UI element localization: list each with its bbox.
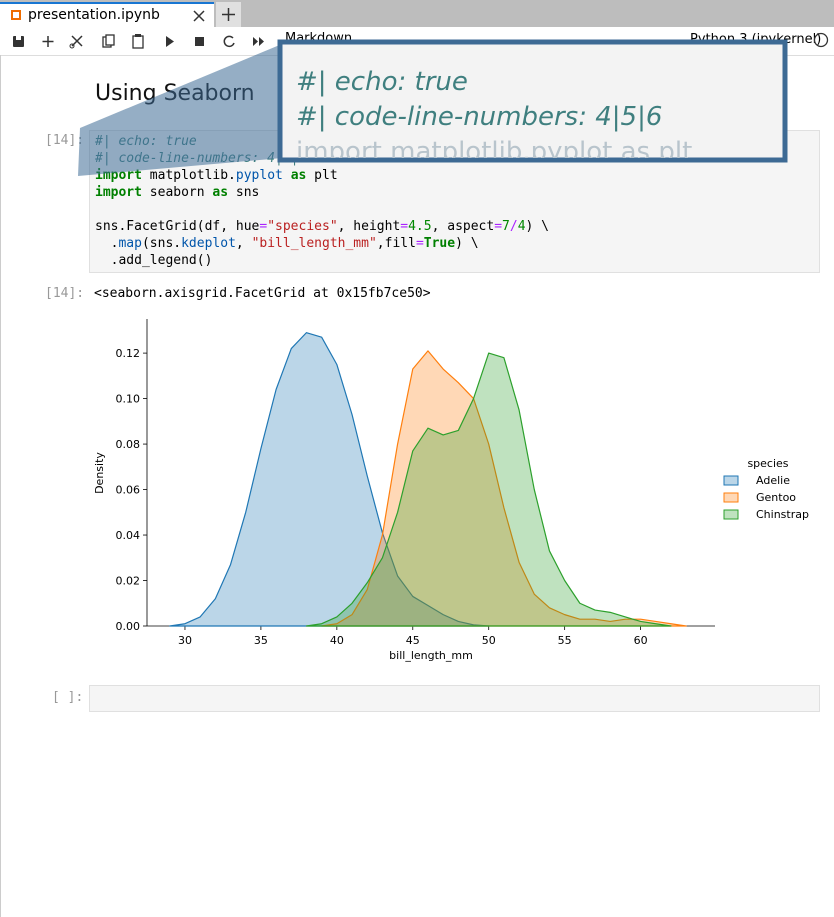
y-tick-label: 0.06 [116,484,141,497]
code-token: = [400,219,409,234]
y-axis-label: Density [93,452,106,494]
code-token: "bill_length_mm" [251,236,377,251]
legend-title: species [747,457,788,470]
notebook-icon [11,10,21,20]
y-tick-label: 0.04 [116,529,141,542]
code-token: seaborn [141,185,213,200]
code-token: import [95,185,142,200]
code-line: import seaborn as sns [95,184,819,201]
kernel-status [813,32,829,48]
left-border [0,55,1,917]
zoom-line: #| echo: true [296,67,468,97]
y-tick-label: 0.00 [116,620,141,633]
code-token: = [494,219,503,234]
y-tick-label: 0.10 [116,393,141,406]
tab-bar: presentation.ipynb [0,0,834,27]
y-tick-label: 0.12 [116,347,141,360]
y-tick-label: 0.02 [116,575,141,588]
new-tab[interactable] [216,2,241,27]
tab[interactable]: presentation.ipynb [0,2,214,27]
code-token: plt [306,168,338,183]
code-line: sns.FacetGrid(df, hue="species", height=… [95,218,819,235]
code-token: matplotlib. [141,168,236,183]
zoom-beam [78,44,282,176]
plus-icon [222,8,235,21]
code-token: True [423,236,456,251]
x-tick-label: 45 [406,634,420,647]
empty-cell-prompt: [ ]: [52,690,84,705]
code-token: 4 [517,219,526,234]
toolbar-icons[interactable] [0,27,280,55]
x-axis-label: bill_length_mm [389,649,473,662]
code-token: (sns. [141,236,182,251]
code-token: map [118,236,142,251]
code-token: . [95,236,119,251]
close-icon[interactable] [193,10,205,22]
x-tick-label: 35 [254,634,268,647]
y-tick-label: 0.08 [116,438,141,451]
output-prompt: [14]: [45,286,85,301]
code-token: / [509,219,518,234]
legend-swatch [723,492,739,503]
tab-title: presentation.ipynb [28,7,160,23]
x-tick-label: 30 [178,634,192,647]
code-token: pyplot [235,168,283,183]
legend-label: Chinstrap [756,508,809,521]
code-token: kdeplot [181,236,236,251]
x-tick-label: 55 [558,634,572,647]
density-area [169,332,490,627]
legend-swatch [723,475,739,486]
code-token: 7 [502,219,510,234]
legend-label: Gentoo [756,491,796,504]
code-token: , [235,236,252,251]
density-area [321,350,687,627]
code-token: , aspect [431,219,495,234]
code-token: .add_legend() [95,253,213,268]
code-token: = [259,219,268,234]
zoom-line: #| code-line-numbers: 4|5|6 [296,102,662,132]
output-text: <seaborn.axisgrid.FacetGrid at 0x15fb7ce… [94,286,431,301]
legend-label: Adelie [756,474,790,487]
zoom-line: import matplotlib.pyplot as plt [296,137,692,167]
code-token: sns [228,185,260,200]
x-tick-label: 40 [330,634,344,647]
empty-cell[interactable] [89,685,820,712]
code-token: ) \ [525,219,550,234]
zoom-box [277,39,788,163]
code-token: sns.FacetGrid(df, hue [95,219,260,234]
code-token: as [290,168,307,183]
code-token: = [415,236,424,251]
code-token: 4.5 [408,219,432,234]
cell-prompt: [14]: [45,133,85,148]
code-token: "species" [267,219,338,234]
code-line: .add_legend() [95,252,819,269]
code-token: ,fill [376,236,416,251]
x-tick-label: 60 [634,634,648,647]
x-tick-label: 50 [482,634,496,647]
code-token: , height [337,219,401,234]
legend-swatch [723,509,739,520]
code-token: as [212,185,229,200]
code-line: .map(sns.kdeplot, "bill_length_mm",fill=… [95,235,819,252]
code-token: ) \ [455,236,479,251]
density-area [305,352,672,627]
